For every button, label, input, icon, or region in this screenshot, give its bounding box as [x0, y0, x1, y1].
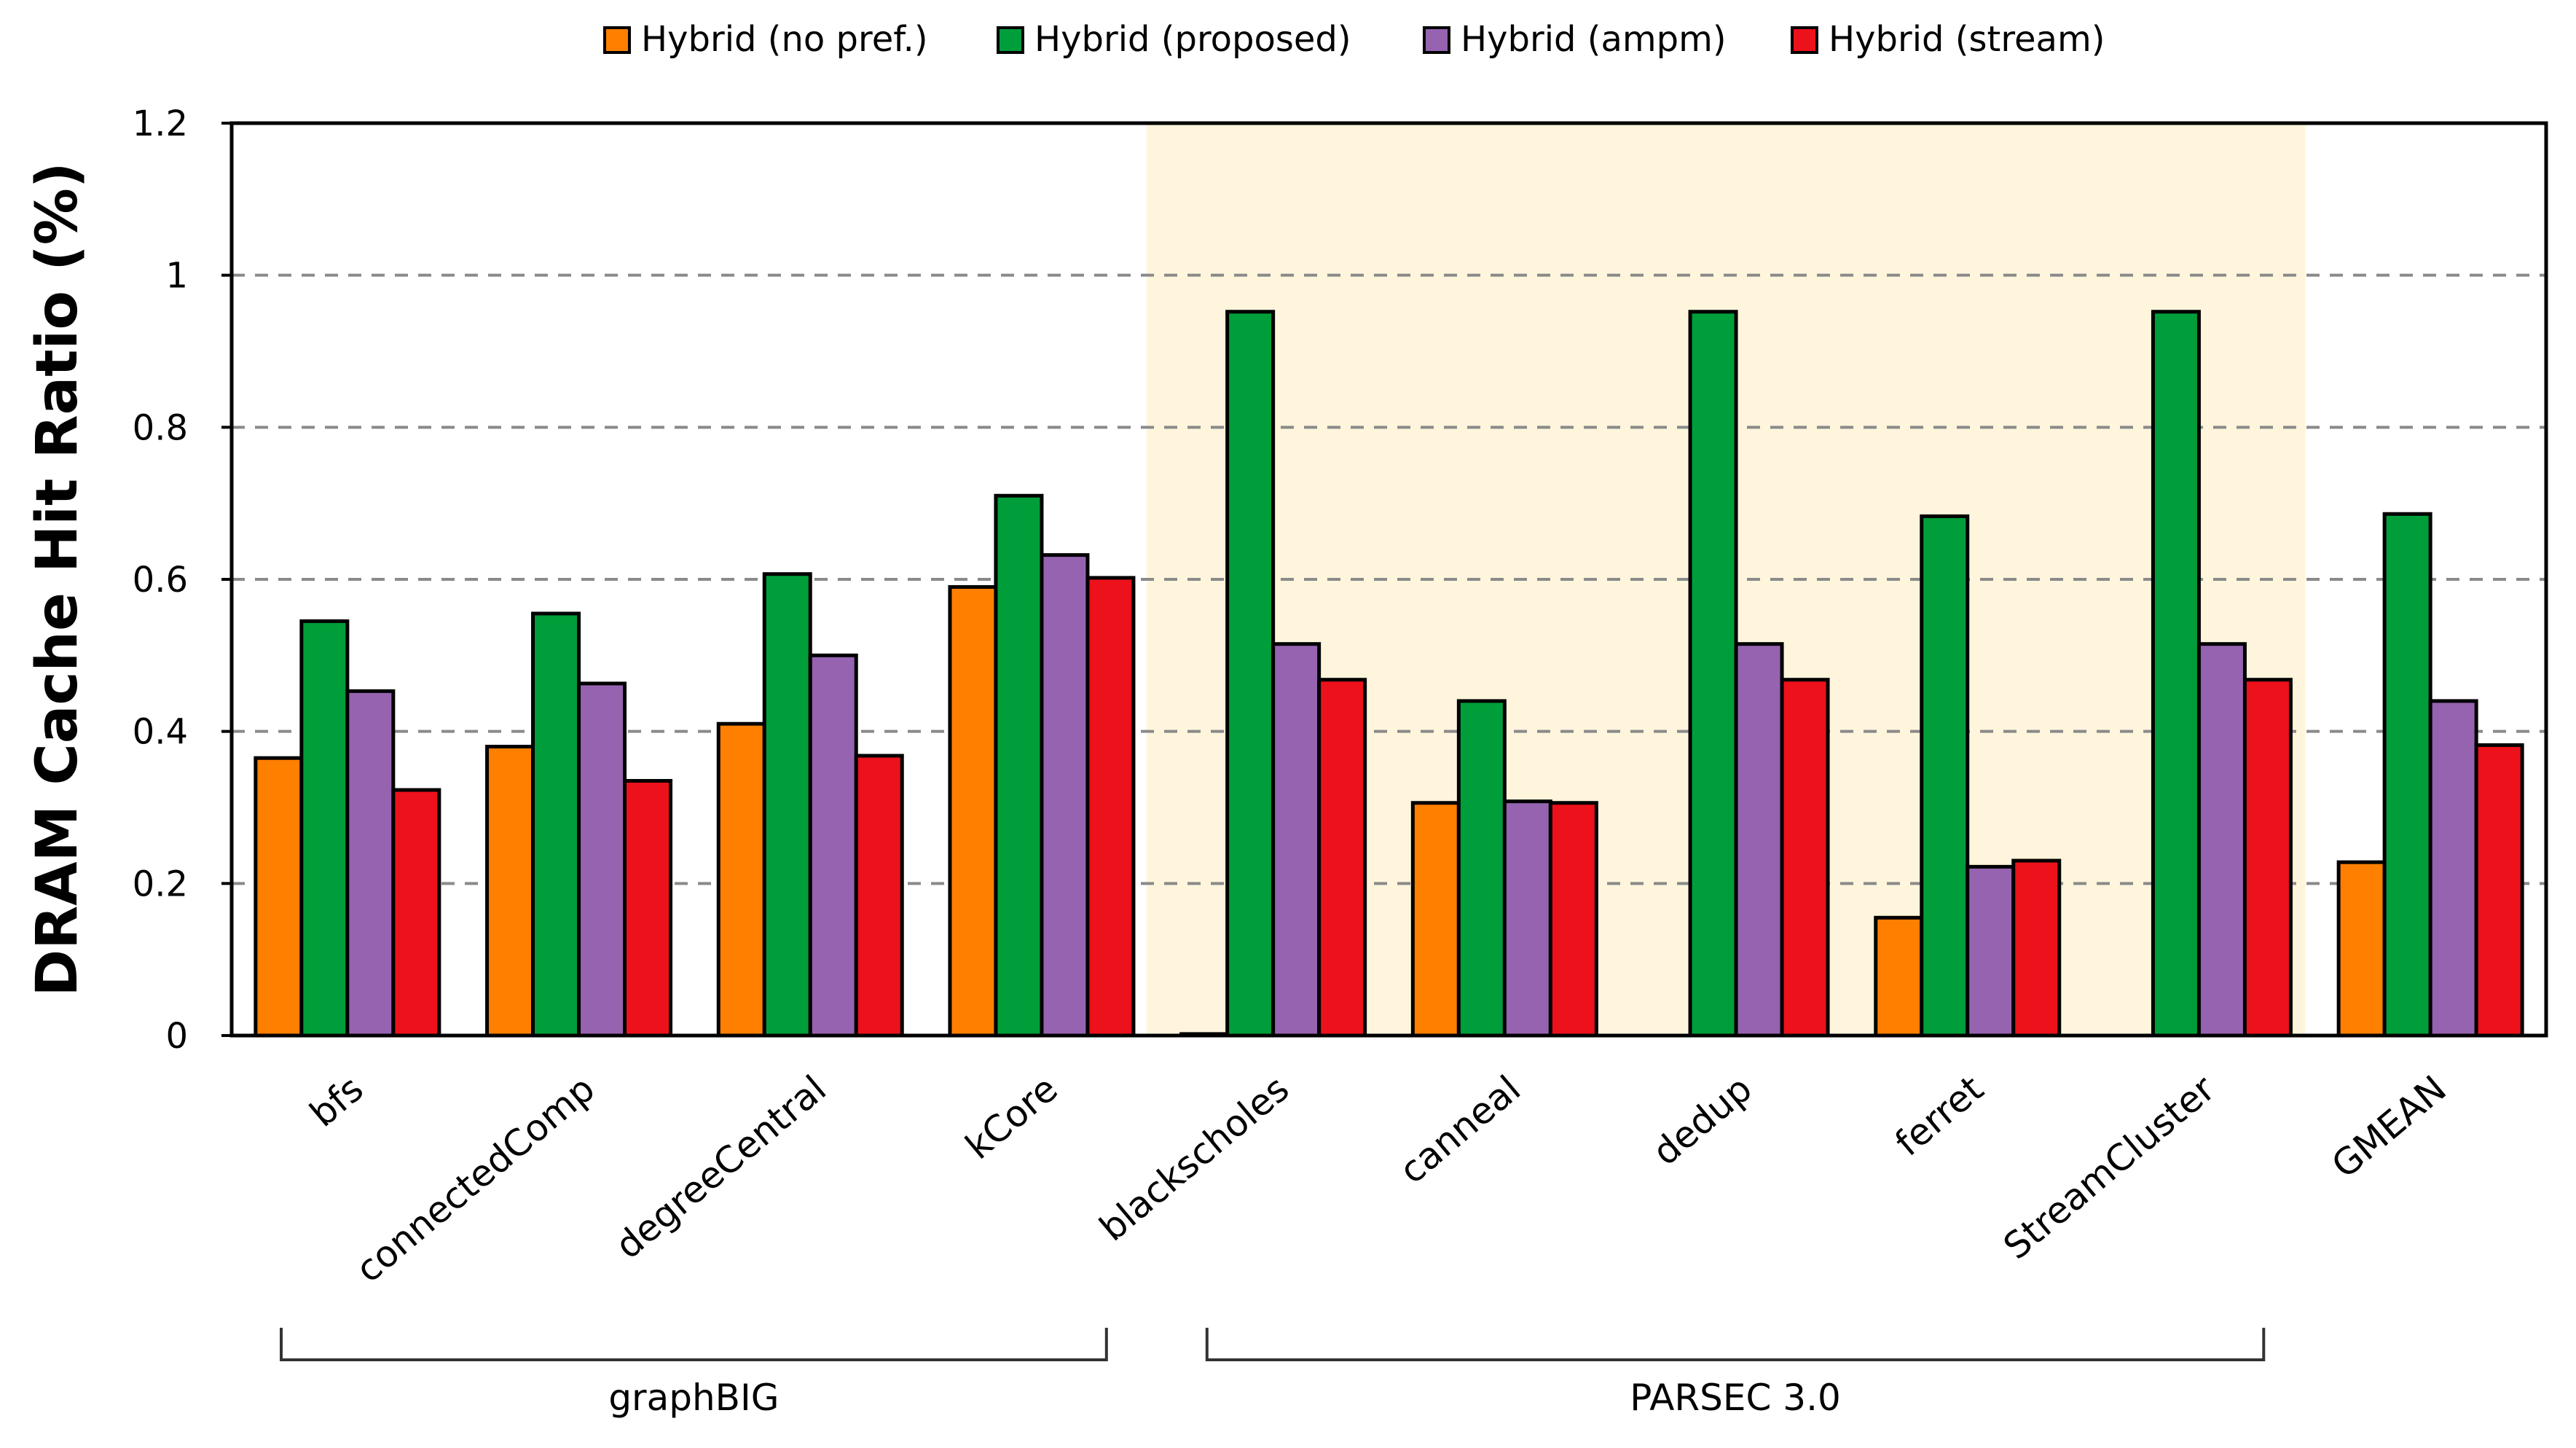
bar-bfs-2 [345, 689, 396, 1038]
x-tick-label: GMEAN [2324, 1068, 2454, 1186]
legend-swatch [603, 26, 631, 54]
group-label: graphBIG [608, 1377, 779, 1419]
bar-connectedComp-0 [485, 745, 535, 1038]
x-tick-label: degreeCentral [608, 1068, 834, 1267]
bar-dedup-3 [1780, 678, 1830, 1038]
bar-bfs-1 [299, 619, 350, 1038]
x-tick-label: bfs [302, 1068, 372, 1135]
bar-canneal-3 [1548, 801, 1598, 1038]
x-tick-label: canneal [1391, 1068, 1528, 1192]
bar-ferret-1 [1920, 514, 1970, 1038]
x-tick-label: dedup [1645, 1068, 1760, 1174]
bar-GMEAN-1 [2382, 512, 2432, 1038]
group-bracket [280, 1328, 1108, 1361]
legend-label: Hybrid (no pref.) [641, 19, 928, 60]
bar-ferret-2 [1966, 864, 2016, 1038]
bar-blackscholes-1 [1225, 310, 1276, 1038]
legend-swatch [1791, 26, 1818, 54]
group-bracket [1205, 1328, 2266, 1361]
bar-dedup-2 [1734, 642, 1784, 1038]
legend-label: Hybrid (stream) [1829, 19, 2105, 60]
x-tick-label: connectedComp [348, 1068, 603, 1291]
y-tick-label: 1 [165, 256, 188, 297]
legend-label: Hybrid (ampm) [1461, 19, 1727, 60]
bar-degreeCentral-3 [854, 754, 904, 1038]
y-tick-label: 0.6 [133, 560, 188, 600]
bar-kCore-3 [1085, 576, 1136, 1038]
bar-GMEAN-3 [2474, 743, 2524, 1038]
bar-bfs-0 [254, 756, 304, 1038]
x-tick-label: blackscholes [1092, 1068, 1297, 1250]
bar-ferret-3 [2011, 858, 2062, 1038]
bar-canneal-0 [1410, 801, 1461, 1038]
legend-swatch [997, 26, 1024, 54]
bar-kCore-0 [948, 584, 998, 1038]
bar-canneal-2 [1502, 799, 1552, 1038]
x-tick-label: kCore [958, 1068, 1066, 1167]
y-tick-labels: 0 0.2 0.4 0.6 0.8 1 1.2 [133, 103, 188, 1057]
x-tick-label: StreamCluster [1995, 1067, 2223, 1267]
y-tick-label: 0.2 [133, 864, 188, 904]
y-tick-label: 0.4 [133, 712, 188, 753]
legend: Hybrid (no pref.) Hybrid (proposed) Hybrid… [603, 19, 2105, 60]
bar-connectedComp-2 [577, 681, 627, 1038]
bar-canneal-1 [1456, 699, 1507, 1038]
bar-StreamCluster-1 [2151, 310, 2201, 1038]
plot-frame [229, 121, 2548, 1038]
legend-label: Hybrid (proposed) [1034, 19, 1351, 60]
bar-GMEAN-2 [2428, 699, 2478, 1038]
bar-ferret-0 [1874, 915, 1924, 1038]
bar-connectedComp-3 [623, 778, 673, 1038]
bar-bfs-3 [391, 788, 441, 1038]
bar-StreamCluster-2 [2196, 642, 2247, 1038]
bar-blackscholes-2 [1271, 642, 1322, 1038]
bar-degreeCentral-0 [716, 721, 766, 1038]
y-axis-label: DRAM Cache Hit Ratio (%) [25, 162, 90, 996]
bar-StreamCluster-3 [2242, 678, 2293, 1038]
bar-GMEAN-0 [2336, 860, 2387, 1038]
group-brackets: graphBIG PARSEC 3.0 [280, 1328, 2266, 1419]
bars [254, 310, 2524, 1038]
bar-kCore-2 [1040, 553, 1090, 1038]
y-tick-label: 0.8 [133, 407, 188, 448]
y-tick-label: 1.2 [133, 103, 188, 144]
bar-blackscholes-3 [1317, 678, 1367, 1038]
bar-connectedComp-1 [531, 611, 581, 1038]
bar-kCore-1 [994, 493, 1044, 1038]
group-label: PARSEC 3.0 [1630, 1377, 1841, 1419]
bar-dedup-1 [1688, 310, 1738, 1038]
y-tick-label: 0 [165, 1016, 188, 1057]
bar-degreeCentral-2 [808, 653, 858, 1038]
axes [221, 121, 2548, 1038]
bar-degreeCentral-1 [762, 572, 812, 1038]
x-tick-label: ferret [1888, 1068, 1992, 1165]
legend-swatch [1423, 26, 1450, 54]
